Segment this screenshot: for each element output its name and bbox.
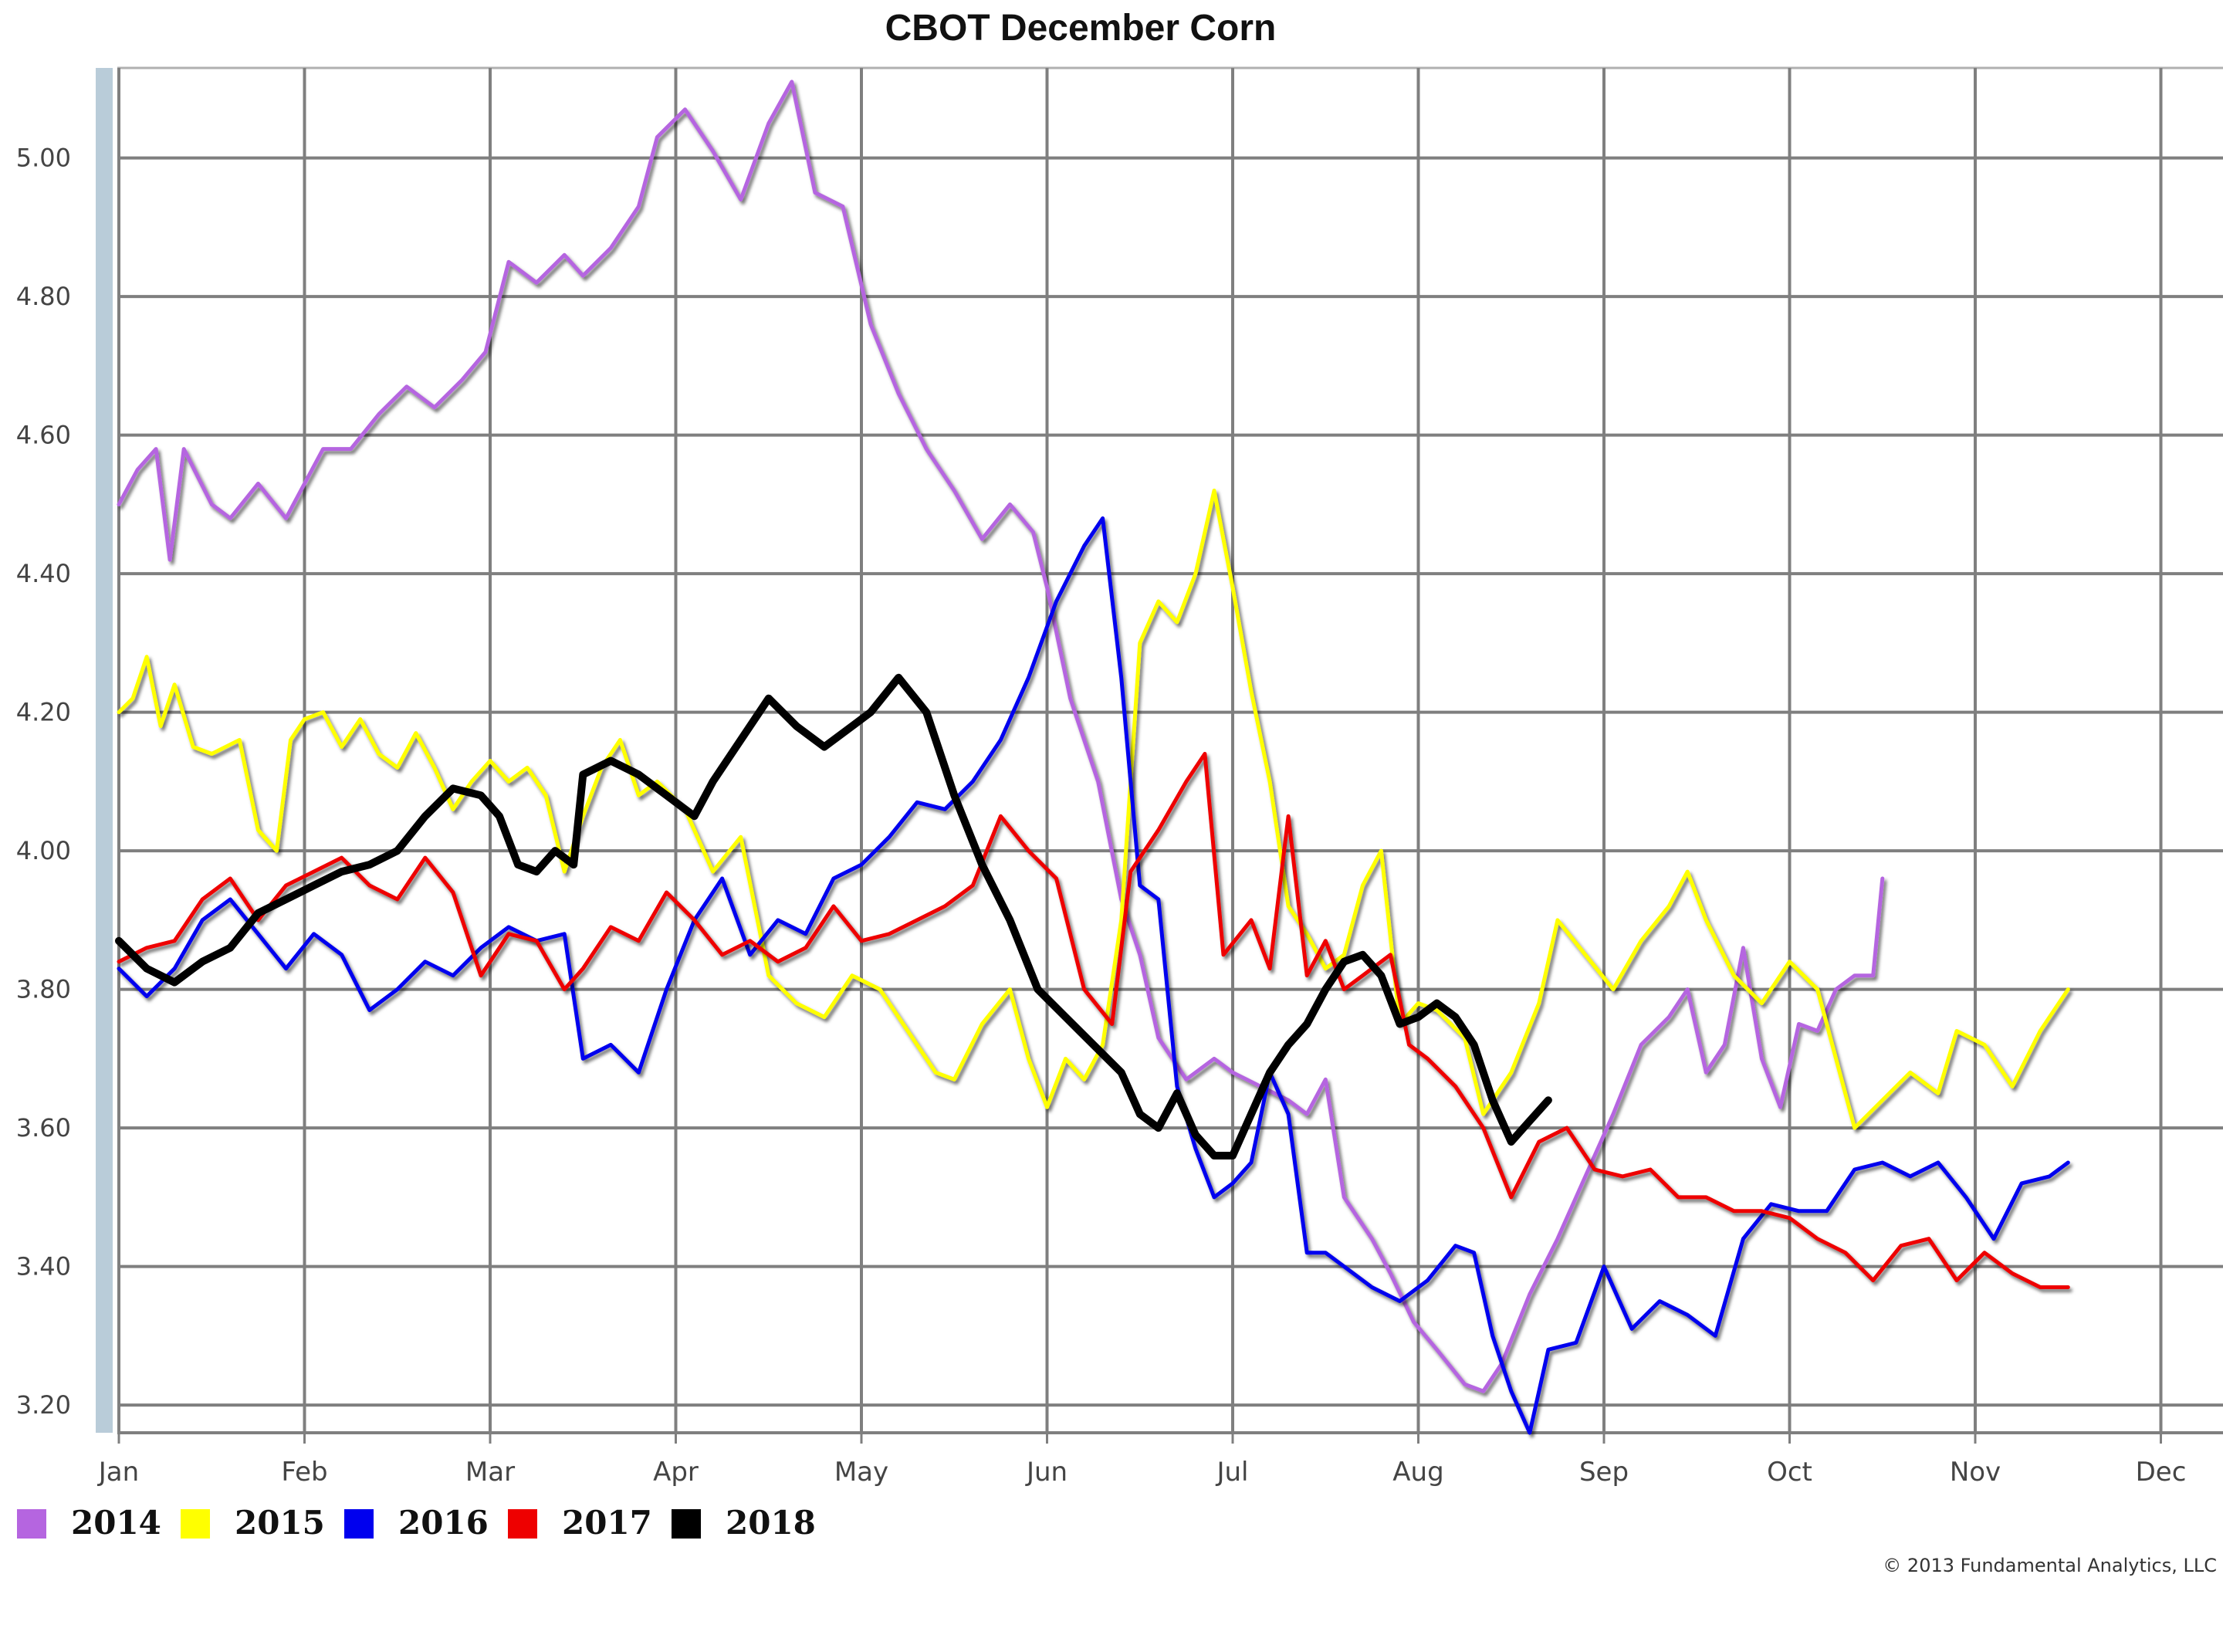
- legend-swatch-2018[interactable]: [672, 1509, 701, 1539]
- x-axis-ticks: Jan Feb Mar Apr May Jun Jul Aug Sep Oct Nov Dec: [97, 1431, 2223, 1488]
- y-tick-label: 4.60: [16, 421, 71, 450]
- series-line-2017: [117, 752, 2070, 1289]
- series-line-2018: [115, 673, 1552, 1159]
- y-tick-label: 3.80: [16, 975, 71, 1004]
- x-tick-label: Oct: [1767, 1457, 1812, 1488]
- x-tick-label: Jun: [1025, 1457, 1068, 1488]
- y-tick-label: 4.20: [16, 698, 71, 727]
- x-tick-label: Dec: [2136, 1457, 2187, 1488]
- legend-swatch-2016[interactable]: [344, 1509, 374, 1539]
- x-tick-label: May: [834, 1457, 888, 1488]
- legend-label-2017[interactable]: 2017: [562, 1504, 652, 1542]
- y-axis-band: [96, 68, 113, 1433]
- x-tick-label: Sep: [1579, 1457, 1629, 1488]
- series-line-2016: [117, 516, 2070, 1435]
- grid: [117, 66, 2223, 1433]
- legend-label-2014[interactable]: 2014: [71, 1504, 161, 1542]
- credit-text: © 2013 Fundamental Analytics, LLC: [1883, 1555, 2217, 1576]
- x-tick-label: Aug: [1392, 1457, 1443, 1488]
- plot-background: [117, 68, 2223, 1433]
- x-tick-label: Jan: [97, 1457, 139, 1488]
- y-axis-ticks: 3.20 3.40 3.60 3.80 4.00 4.20 4.40 4.60 4.80 5.00: [16, 144, 71, 1420]
- legend-swatch-2017[interactable]: [508, 1509, 537, 1539]
- legend-label-2015[interactable]: 2015: [235, 1504, 325, 1542]
- x-tick-label: Mar: [465, 1457, 515, 1488]
- chart-title: CBOT December Corn: [885, 8, 1277, 49]
- legend: 2014 2015 2016 2017 2018: [17, 1504, 816, 1542]
- legend-label-2018[interactable]: 2018: [726, 1504, 816, 1542]
- x-tick-label: Nov: [1950, 1457, 2001, 1488]
- series-layer: [115, 80, 2070, 1435]
- series-line-2015: [117, 489, 2070, 1130]
- y-tick-label: 4.00: [16, 836, 71, 865]
- y-tick-label: 3.60: [16, 1113, 71, 1143]
- legend-swatch-2014[interactable]: [17, 1509, 46, 1539]
- x-tick-label: Apr: [653, 1457, 699, 1488]
- x-tick-label: Jul: [1215, 1457, 1248, 1488]
- y-tick-label: 5.00: [16, 144, 71, 173]
- y-tick-label: 4.80: [16, 282, 71, 311]
- legend-label-2016[interactable]: 2016: [398, 1504, 489, 1542]
- legend-swatch-2015[interactable]: [181, 1509, 210, 1539]
- series-line-2014: [117, 80, 1885, 1393]
- x-tick-label: Feb: [281, 1457, 327, 1488]
- y-tick-label: 3.20: [16, 1390, 71, 1420]
- y-tick-label: 3.40: [16, 1252, 71, 1281]
- y-tick-label: 4.40: [16, 559, 71, 588]
